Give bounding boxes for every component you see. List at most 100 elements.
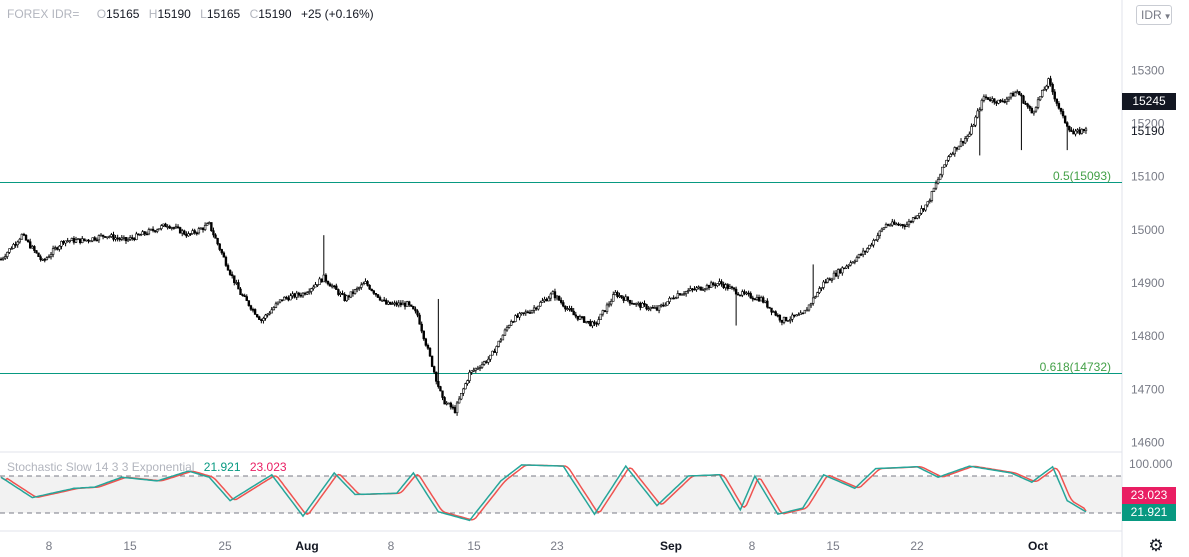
candle-body: [535, 307, 538, 310]
candle-body: [832, 272, 836, 280]
candle-body: [289, 295, 292, 301]
candle-body: [697, 286, 700, 289]
candle-body: [212, 230, 215, 236]
candle-body: [843, 267, 846, 270]
candle-body: [47, 256, 51, 259]
candle-body: [364, 281, 367, 284]
candle-body: [81, 238, 84, 244]
candle-body: [1066, 122, 1069, 127]
candle-body: [807, 304, 811, 311]
candle-body: [805, 309, 809, 312]
candle-body: [97, 235, 101, 241]
candle-body: [845, 265, 848, 269]
candle-body: [439, 386, 442, 392]
candle-body: [522, 312, 525, 315]
candle-body: [355, 288, 359, 290]
candle-body: [791, 314, 794, 320]
candle-body: [445, 402, 448, 405]
stochastic-legend[interactable]: Stochastic Slow 14 3 3 Exponential 21.92…: [7, 460, 287, 474]
candle-body: [270, 309, 273, 314]
candle-body: [841, 267, 844, 274]
candle-body: [491, 350, 494, 356]
candle-body: [205, 223, 209, 226]
candle-body: [218, 243, 221, 250]
candle-body: [424, 338, 428, 346]
stoch-axis-top-label: 100.000: [1129, 457, 1173, 471]
candle-body: [339, 293, 342, 295]
candle-body: [143, 231, 146, 235]
time-tick-label: 23: [550, 539, 564, 553]
candle-body: [422, 330, 425, 340]
candle-body: [655, 307, 659, 311]
candle-body: [512, 321, 515, 323]
candle-body: [210, 222, 213, 231]
candle-body: [214, 234, 217, 239]
stoch-k-tag: 21.921: [1122, 504, 1176, 521]
currency-selector[interactable]: IDR ▼: [1136, 5, 1172, 25]
candle-body: [705, 285, 709, 290]
symbol-name[interactable]: FOREX IDR=: [7, 7, 80, 21]
candle-body: [662, 304, 665, 307]
candle-body: [1063, 115, 1067, 123]
candle-body: [201, 227, 205, 230]
candle-body: [624, 296, 627, 301]
candle-body: [453, 407, 457, 414]
candle-body: [739, 294, 742, 297]
candle-body: [466, 380, 469, 384]
price-axis[interactable]: 15300 15200 15100 15000 14900 14800 14700 14600: [1131, 63, 1165, 449]
candle-body: [76, 238, 80, 241]
candle-body: [849, 262, 852, 266]
candle-body: [1020, 94, 1023, 97]
candle-body: [764, 300, 767, 303]
candle-body: [814, 296, 817, 299]
close-label: C: [249, 7, 259, 21]
candle-body: [936, 179, 940, 184]
candle-body: [795, 314, 798, 317]
candle-body: [593, 321, 596, 324]
candle-body: [441, 390, 444, 398]
candle-body: [16, 241, 19, 246]
open-value: 15165: [106, 7, 140, 21]
candle-body: [816, 292, 819, 298]
candle-body: [799, 312, 802, 315]
candle-body: [549, 293, 552, 299]
candle-body: [647, 308, 650, 311]
candle-body: [626, 296, 630, 301]
candle-body: [874, 239, 877, 242]
candle-body: [634, 303, 638, 305]
candle-body: [914, 217, 917, 219]
candle-body: [630, 302, 634, 305]
candle-body: [31, 246, 34, 249]
candle-body: [718, 281, 721, 284]
time-tick-label: 25: [218, 539, 232, 553]
time-axis[interactable]: 8 15 25 Aug 8 15 23 Sep 8 15 22 Oct: [46, 539, 1048, 553]
candle-body: [934, 182, 938, 189]
candle-body: [612, 294, 615, 302]
gear-icon[interactable]: ⚙: [1148, 536, 1164, 555]
candle-body: [851, 261, 854, 264]
candle-body: [632, 303, 636, 305]
candle-body: [676, 293, 680, 299]
candle-body: [110, 234, 113, 237]
candle-body: [245, 296, 248, 301]
candle-body: [830, 278, 834, 281]
candle-body: [170, 227, 173, 229]
candle-body: [674, 297, 677, 300]
candle-body: [797, 314, 800, 316]
candle-body: [474, 367, 478, 371]
candle-body: [749, 293, 752, 299]
candle-body: [58, 245, 61, 250]
candle-body: [780, 319, 784, 323]
price-tick-label: 15000: [1131, 223, 1165, 237]
price-tick-label: 14600: [1131, 436, 1165, 450]
candle-body: [968, 133, 971, 137]
candle-body: [699, 286, 702, 291]
fib-label-0.5: 0.5(15093): [1053, 169, 1111, 183]
candle-body: [337, 289, 340, 295]
candle-body: [335, 285, 338, 290]
candle-body: [468, 371, 471, 381]
candle-body: [543, 299, 546, 302]
candle-body: [172, 227, 176, 229]
candle-body: [876, 235, 879, 241]
